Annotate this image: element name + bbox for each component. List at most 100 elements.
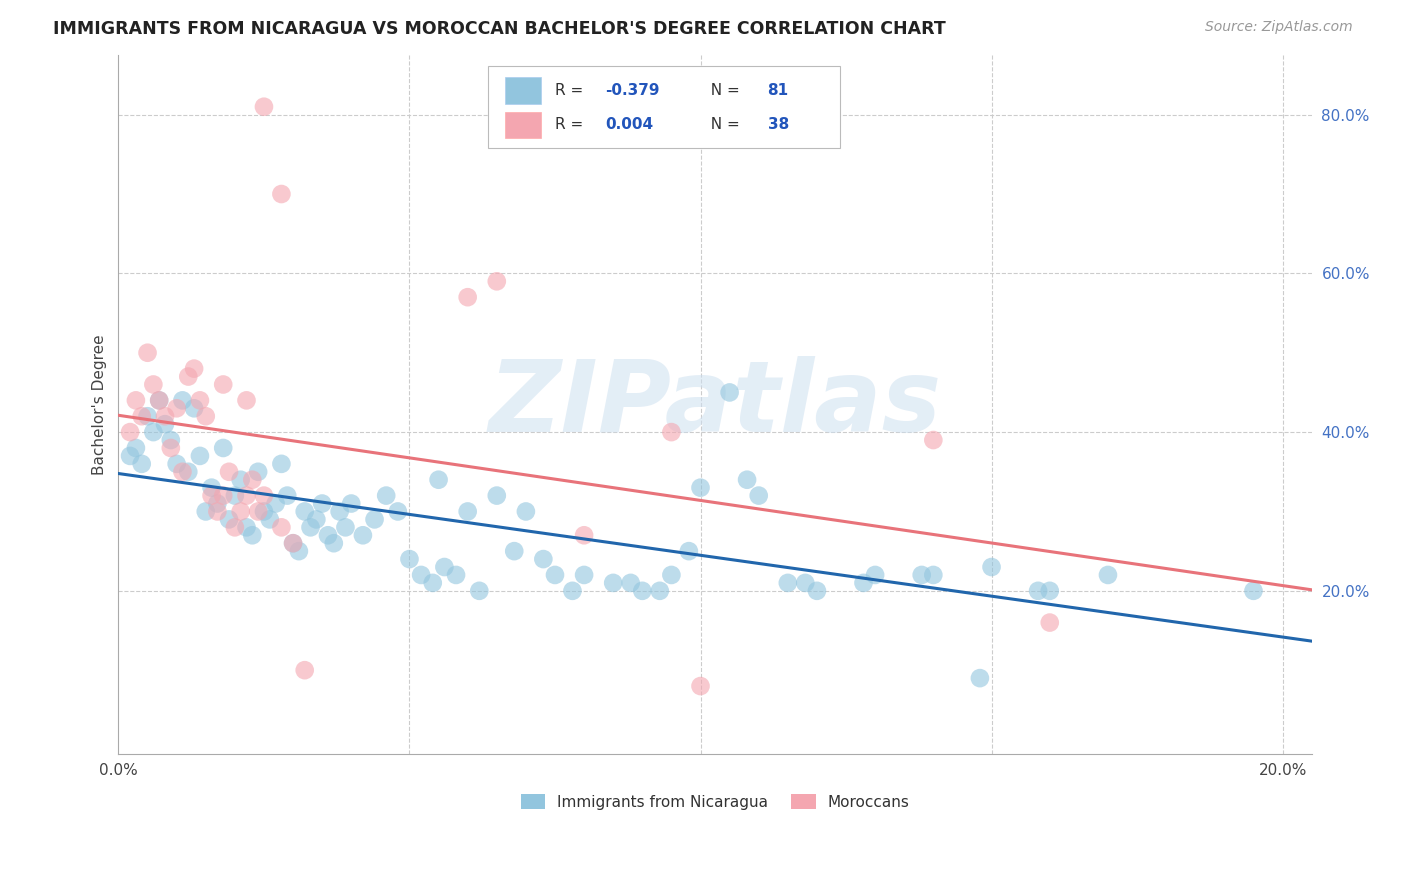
Point (980, 560, 1002, 574)
Point (240, 473, 263, 487)
Legend: Immigrants from Nicaragua, Moroccans: Immigrants from Nicaragua, Moroccans (515, 788, 915, 815)
Point (433, 560, 456, 574)
Text: 81: 81 (768, 83, 789, 98)
Text: N =: N = (700, 83, 744, 98)
Point (148, 393, 170, 408)
Point (159, 441, 181, 455)
Point (235, 393, 257, 408)
FancyBboxPatch shape (505, 77, 541, 103)
Point (264, 496, 287, 510)
Point (1039, 583, 1062, 598)
Point (485, 274, 508, 288)
Point (398, 552, 420, 566)
Point (1097, 568, 1119, 582)
Point (177, 369, 200, 384)
Point (515, 504, 537, 518)
Point (794, 575, 817, 590)
Point (183, 401, 205, 416)
Point (335, 520, 357, 534)
Point (969, 671, 991, 685)
Point (411, 568, 433, 582)
Point (131, 457, 153, 471)
Point (153, 409, 176, 424)
Point (159, 433, 181, 447)
Point (281, 536, 304, 550)
Point (281, 536, 304, 550)
Text: -0.379: -0.379 (606, 83, 659, 98)
Point (852, 575, 875, 590)
Point (247, 465, 270, 479)
FancyBboxPatch shape (488, 66, 841, 148)
Point (561, 583, 583, 598)
Point (125, 441, 148, 455)
Point (172, 393, 194, 408)
Point (387, 504, 409, 518)
Point (294, 504, 316, 518)
Point (427, 473, 450, 487)
Point (718, 385, 741, 400)
Point (602, 575, 624, 590)
Point (142, 377, 165, 392)
Point (153, 417, 176, 432)
Point (200, 481, 222, 495)
Point (572, 528, 595, 542)
Point (288, 544, 311, 558)
Point (620, 575, 643, 590)
Point (544, 568, 567, 582)
Point (1039, 615, 1062, 630)
Point (352, 528, 374, 542)
Point (270, 520, 292, 534)
Point (1026, 583, 1049, 598)
Point (218, 465, 240, 479)
FancyBboxPatch shape (505, 112, 541, 138)
Point (136, 409, 159, 424)
Text: R =: R = (555, 83, 588, 98)
Point (422, 575, 444, 590)
Point (922, 433, 945, 447)
Point (678, 544, 700, 558)
Point (340, 496, 363, 510)
Point (120, 449, 142, 463)
Point (776, 575, 799, 590)
Point (329, 504, 352, 518)
Point (247, 504, 270, 518)
Point (229, 473, 252, 487)
Point (531, 552, 554, 566)
Text: Source: ZipAtlas.com: Source: ZipAtlas.com (1205, 20, 1353, 34)
Point (253, 100, 276, 114)
Point (166, 457, 188, 471)
Point (748, 489, 770, 503)
Point (648, 583, 671, 598)
Point (235, 489, 257, 503)
Point (148, 393, 170, 408)
Point (485, 489, 508, 503)
Point (194, 409, 217, 424)
Point (188, 449, 211, 463)
Point (120, 425, 142, 439)
Point (316, 528, 339, 542)
Point (922, 568, 945, 582)
Point (863, 568, 886, 582)
Point (142, 425, 165, 439)
Point (363, 512, 385, 526)
Point (305, 512, 328, 526)
Point (212, 377, 235, 392)
Point (375, 489, 398, 503)
Point (212, 489, 235, 503)
Point (468, 583, 491, 598)
Point (253, 504, 276, 518)
Point (218, 512, 240, 526)
Point (503, 544, 526, 558)
Point (194, 504, 217, 518)
Point (911, 568, 934, 582)
Point (322, 536, 344, 550)
Point (240, 528, 263, 542)
Point (661, 568, 683, 582)
Point (457, 290, 479, 304)
Point (235, 520, 257, 534)
Point (299, 520, 322, 534)
Point (311, 496, 333, 510)
Point (572, 568, 595, 582)
Point (131, 409, 153, 424)
Point (212, 441, 235, 455)
